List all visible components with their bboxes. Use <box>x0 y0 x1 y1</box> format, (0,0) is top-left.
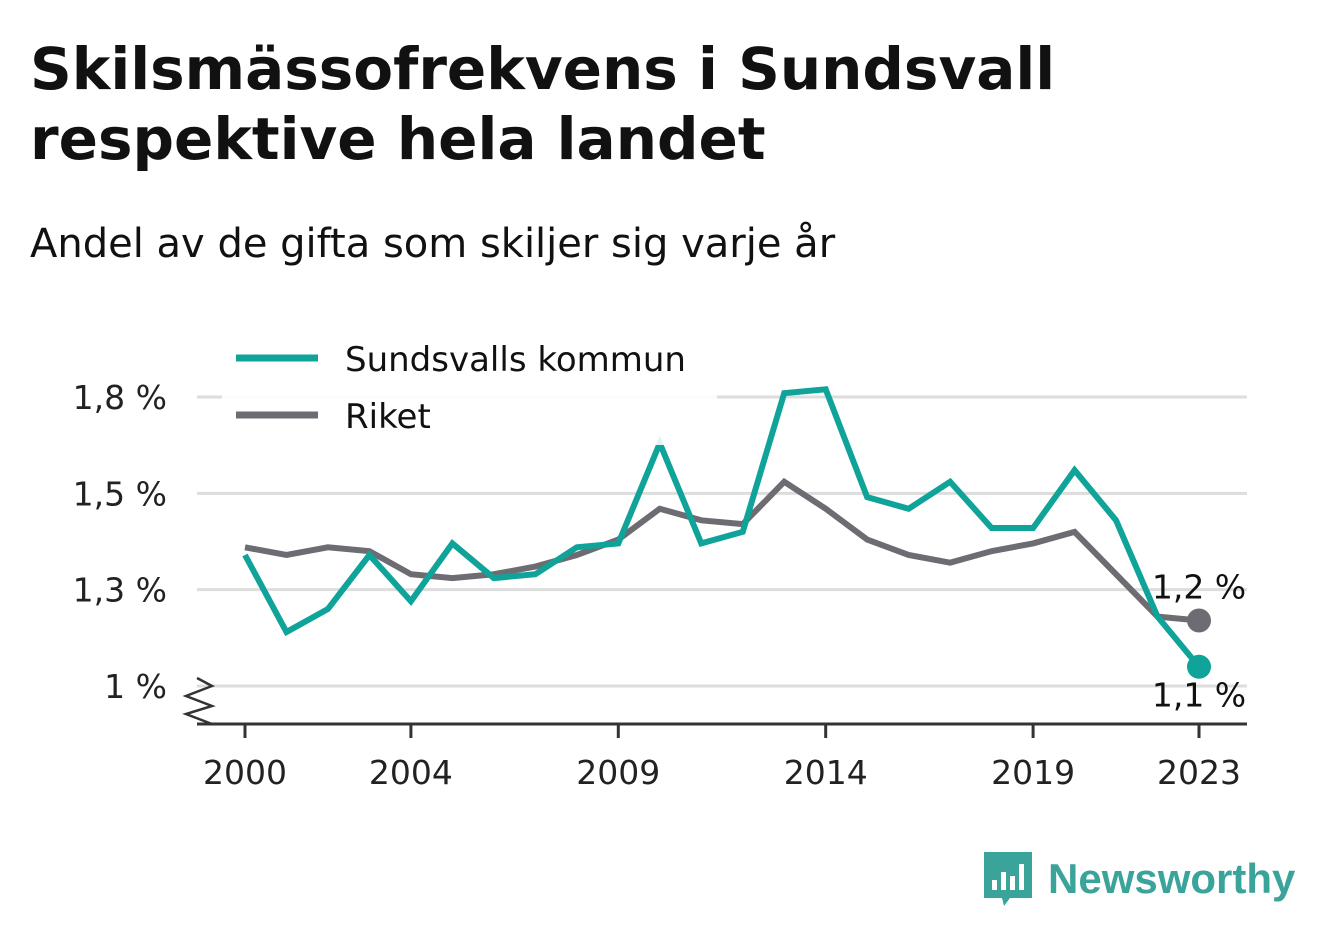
y-axis-break <box>182 676 216 726</box>
y-tick-label: 1,5 % <box>73 474 167 513</box>
chart-title: Skilsmässofrekvens i Sundsvall respektiv… <box>30 35 1056 173</box>
legend-label: Sundsvalls kommun <box>345 340 686 380</box>
legend-background <box>222 330 717 445</box>
x-tick-label: 2000 <box>203 753 287 792</box>
legend-label: Riket <box>345 397 431 437</box>
y-tick-label: 1,3 % <box>73 571 167 610</box>
series-line-sundsvalls-kommun <box>242 386 1202 669</box>
series-line-riket <box>244 477 1200 624</box>
x-tick-label: 2004 <box>369 753 453 792</box>
series-endpoint-sundsvalls-kommun <box>1187 654 1211 679</box>
chart-subtitle: Andel av de gifta som skiljer sig varje … <box>30 221 836 267</box>
y-tick-label: 1 % <box>104 667 167 706</box>
brand-logo: Newsworthy <box>980 848 1295 910</box>
x-tick-label: 2019 <box>991 753 1075 792</box>
series-endpoint-riket <box>1187 608 1211 633</box>
x-tick-label: 2014 <box>784 753 868 792</box>
newsworthy-bar-chart-icon <box>984 852 1032 906</box>
x-tick-label: 2023 <box>1157 753 1241 792</box>
end-label-sundsvall: 1,1 % <box>1152 676 1246 715</box>
brand-name: Newsworthy <box>1048 855 1296 902</box>
y-tick-label: 1,8 % <box>73 378 167 417</box>
end-label-riket: 1,2 % <box>1152 567 1246 606</box>
x-tick-label: 2009 <box>576 753 660 792</box>
